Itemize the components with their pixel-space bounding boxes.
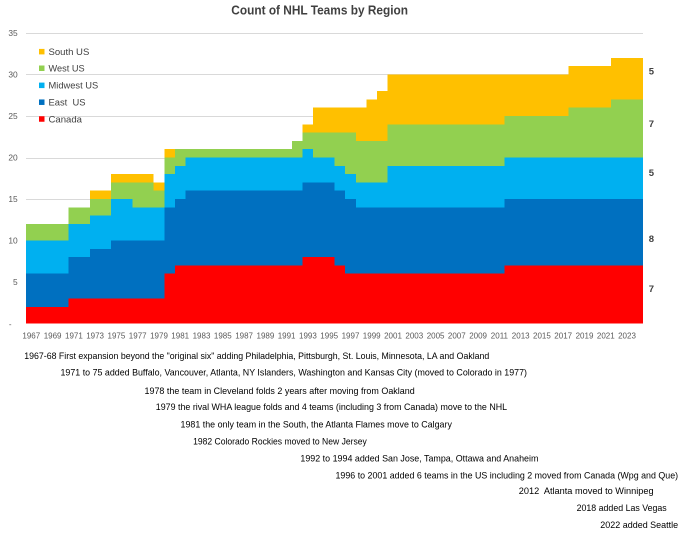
svg-text:1971: 1971 <box>65 331 83 340</box>
svg-text:1982 Colorado Rockies moved to: 1982 Colorado Rockies moved to New Jerse… <box>193 436 367 446</box>
svg-text:1979 the rival WHA league fold: 1979 the rival WHA league folds and 4 te… <box>156 402 507 412</box>
svg-text:2007: 2007 <box>448 331 466 340</box>
svg-text:1999: 1999 <box>363 331 381 340</box>
svg-text:1989: 1989 <box>257 331 275 340</box>
svg-text:5: 5 <box>649 168 655 179</box>
svg-text:1978 the team in Cleveland fol: 1978 the team in Cleveland folds 2 years… <box>145 386 415 396</box>
svg-text:2021: 2021 <box>597 331 615 340</box>
svg-text:20: 20 <box>8 152 18 162</box>
svg-text:1995: 1995 <box>320 331 338 340</box>
svg-text:35: 35 <box>8 28 18 38</box>
svg-text:2011: 2011 <box>491 331 509 340</box>
svg-text:2005: 2005 <box>427 331 445 340</box>
svg-text:1977: 1977 <box>129 331 147 340</box>
svg-text:2001: 2001 <box>384 331 402 340</box>
svg-text:1992 to 1994 added San Jose, T: 1992 to 1994 added San Jose, Tampa, Otta… <box>300 454 538 464</box>
svg-text:2023: 2023 <box>618 331 636 340</box>
svg-text:2013: 2013 <box>512 331 530 340</box>
svg-text:1983: 1983 <box>193 331 211 340</box>
svg-text:1973: 1973 <box>86 331 104 340</box>
svg-text:2015: 2015 <box>533 331 551 340</box>
svg-text:7: 7 <box>649 119 654 130</box>
svg-text:West US: West US <box>49 64 85 74</box>
svg-text:1993: 1993 <box>299 331 317 340</box>
svg-text:East US: East US <box>49 98 86 108</box>
svg-text:Count of NHL Teams by Region: Count of NHL Teams by Region <box>231 2 408 17</box>
svg-text:2009: 2009 <box>469 331 487 340</box>
svg-text:1971 to 75 added Buffalo, Vanc: 1971 to 75 added Buffalo, Vancouver, Atl… <box>61 368 528 378</box>
svg-text:Canada: Canada <box>49 114 83 124</box>
svg-text:1997: 1997 <box>342 331 360 340</box>
svg-text:1967-68 First expansion beyond: 1967-68 First expansion beyond the "orig… <box>24 351 489 361</box>
svg-text:1975: 1975 <box>108 331 126 340</box>
svg-text:1969: 1969 <box>44 331 62 340</box>
svg-text:15: 15 <box>8 194 18 204</box>
svg-text:1987: 1987 <box>235 331 253 340</box>
svg-text:2003: 2003 <box>405 331 423 340</box>
svg-text:1996 to 2001 added 6 teams in: 1996 to 2001 added 6 teams in the US inc… <box>336 471 679 481</box>
svg-text:Midwest US: Midwest US <box>49 81 99 91</box>
svg-text:1981 the only team in the Sout: 1981 the only team in the South, the Atl… <box>181 419 453 429</box>
svg-text:2012 Atlanta moved to Winnipe: 2012 Atlanta moved to Winnipeg <box>519 486 654 496</box>
svg-text:30: 30 <box>8 69 18 79</box>
svg-text:-: - <box>9 320 12 329</box>
svg-text:2022 added Seattle: 2022 added Seattle <box>600 520 678 530</box>
svg-text:5: 5 <box>649 66 655 77</box>
svg-text:25: 25 <box>8 111 18 121</box>
svg-text:1985: 1985 <box>214 331 232 340</box>
svg-text:2018 added Las Vegas: 2018 added Las Vegas <box>577 503 667 513</box>
svg-text:2017: 2017 <box>554 331 572 340</box>
svg-text:1991: 1991 <box>278 331 296 340</box>
svg-text:1979: 1979 <box>150 331 168 340</box>
svg-text:10: 10 <box>8 235 18 245</box>
svg-text:7: 7 <box>649 284 654 295</box>
svg-text:1981: 1981 <box>171 331 189 340</box>
svg-text:5: 5 <box>13 277 18 287</box>
svg-text:1967: 1967 <box>22 331 40 340</box>
svg-text:8: 8 <box>649 234 654 245</box>
svg-text:South US: South US <box>49 47 90 57</box>
svg-text:2019: 2019 <box>576 331 594 340</box>
